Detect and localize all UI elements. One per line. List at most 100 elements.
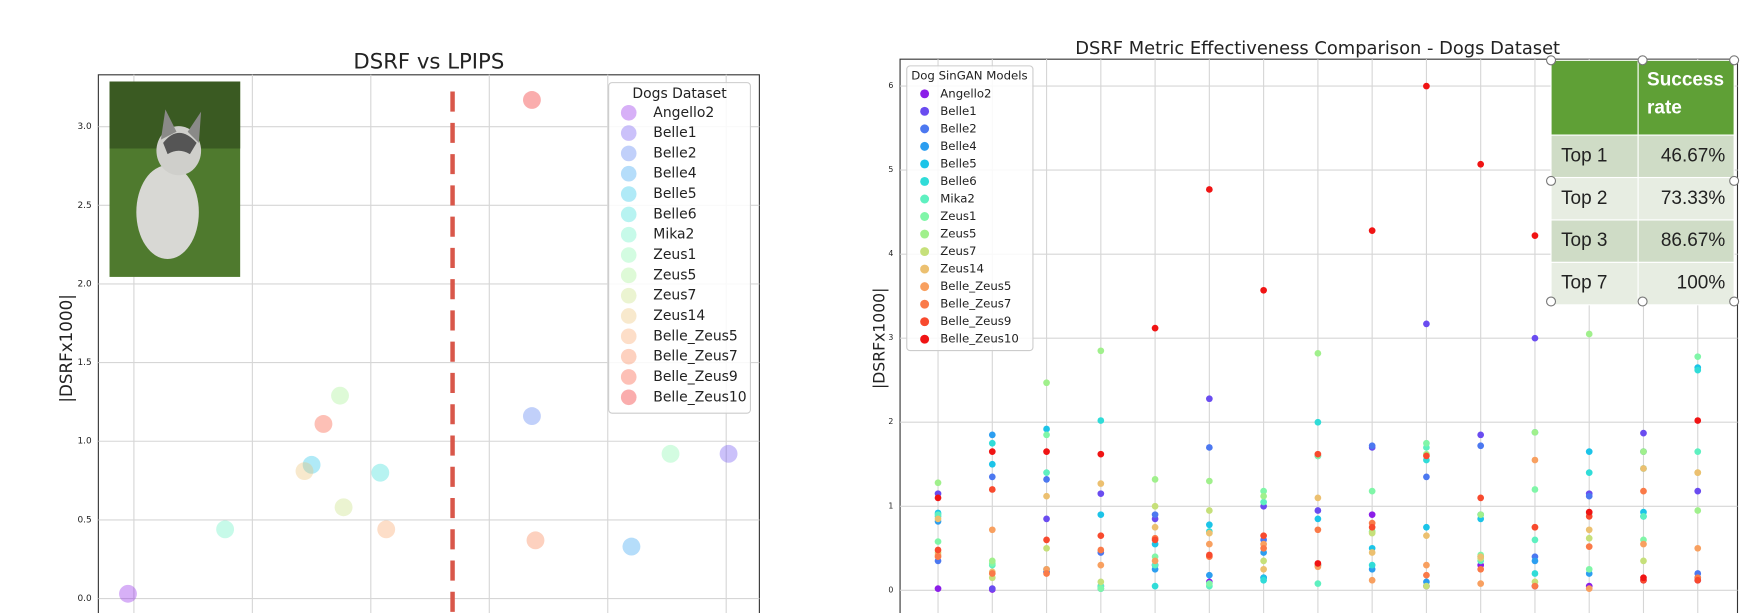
data-point [1043, 379, 1050, 386]
data-point [1586, 331, 1593, 338]
data-point [1423, 562, 1430, 569]
y-tick-label: 0 [888, 585, 893, 594]
legend-label: Zeus1 [653, 247, 696, 263]
selection-handle [1547, 176, 1556, 185]
chart-title: DSRF vs LPIPS [353, 50, 504, 75]
data-point [1477, 566, 1484, 573]
selection-handle [1547, 297, 1556, 306]
data-point [1586, 566, 1593, 573]
data-point [1043, 431, 1050, 438]
data-point [1260, 287, 1267, 294]
data-point [331, 387, 349, 405]
data-point [1043, 537, 1050, 544]
data-point [1206, 572, 1213, 579]
data-point [1206, 521, 1213, 528]
data-point [1260, 577, 1267, 584]
legend-marker [621, 105, 637, 121]
data-point [1097, 579, 1104, 586]
data-point [1369, 524, 1376, 531]
data-point [1206, 478, 1213, 485]
legend-label: Mika2 [940, 191, 975, 205]
data-point [1694, 545, 1701, 552]
legend-label: Zeus5 [940, 227, 976, 241]
legend-label: Belle_Zeus10 [940, 332, 1019, 346]
data-point [523, 91, 541, 109]
data-point [1206, 395, 1213, 402]
y-tick-label: 2.0 [77, 279, 92, 289]
data-point [1640, 558, 1647, 565]
data-point [1043, 448, 1050, 455]
data-point [1423, 440, 1430, 447]
legend-marker [920, 335, 929, 344]
data-point [1694, 507, 1701, 514]
legend-marker [621, 166, 637, 182]
data-point [1043, 469, 1050, 476]
data-point [989, 440, 996, 447]
data-point [1477, 580, 1484, 587]
data-point [1586, 535, 1593, 542]
data-point [1477, 553, 1484, 560]
data-point [1097, 562, 1104, 569]
data-point [935, 585, 942, 592]
data-point [1152, 583, 1159, 590]
data-point [1532, 457, 1539, 464]
legend-marker [621, 207, 637, 223]
data-point [989, 570, 996, 577]
data-point [1315, 451, 1322, 458]
legend-label: Belle6 [940, 174, 976, 188]
legend-label: Zeus14 [940, 262, 984, 276]
data-point [1694, 469, 1701, 476]
data-point [1640, 448, 1647, 455]
legend-marker [621, 288, 637, 304]
data-point [1315, 507, 1322, 514]
data-point [1315, 495, 1322, 502]
data-point [1369, 442, 1376, 449]
data-point [371, 464, 389, 482]
selection-handle [1730, 297, 1739, 306]
data-point [935, 479, 942, 486]
table-row-label: Top 2 [1561, 188, 1607, 209]
legend-label: Belle2 [653, 145, 696, 161]
y-tick-label: 2.5 [77, 201, 91, 211]
legend-label: Belle4 [940, 139, 976, 153]
y-axis-label: |DSRFx1000| [56, 294, 76, 403]
y-tick-label: 4 [888, 249, 893, 258]
legend-marker [920, 195, 929, 204]
data-point [1369, 511, 1376, 518]
data-point [1423, 524, 1430, 531]
legend-marker [621, 146, 637, 162]
legend-label: Belle5 [653, 186, 696, 202]
data-point [1423, 474, 1430, 481]
data-point [1097, 480, 1104, 487]
data-point [1694, 488, 1701, 495]
data-point [1423, 572, 1430, 579]
data-point [1097, 490, 1104, 497]
data-point [1315, 560, 1322, 567]
data-point [1097, 417, 1104, 424]
legend-label: Belle1 [940, 104, 976, 118]
data-point [315, 415, 333, 433]
table-row-label: Top 7 [1561, 273, 1607, 294]
legend-marker [621, 389, 637, 405]
data-point [1694, 448, 1701, 455]
data-point [1206, 580, 1213, 587]
data-point [1423, 452, 1430, 459]
data-point [1152, 325, 1159, 332]
data-point [1260, 558, 1267, 565]
data-point [1043, 545, 1050, 552]
legend-marker [920, 282, 929, 291]
legend-marker [621, 186, 637, 202]
legend-marker [920, 142, 929, 151]
legend-marker [920, 300, 929, 309]
data-point [523, 407, 541, 425]
data-point [1260, 545, 1267, 552]
data-point [1694, 577, 1701, 584]
data-point [1640, 430, 1647, 437]
table-value: 86.67% [1661, 230, 1725, 251]
legend-title: Dog SinGAN Models [911, 68, 1027, 82]
data-point [623, 538, 641, 556]
data-point [1315, 580, 1322, 587]
data-point [1694, 417, 1701, 424]
selection-handle [1730, 56, 1739, 65]
legend-label: Belle_Zeus7 [940, 297, 1011, 311]
